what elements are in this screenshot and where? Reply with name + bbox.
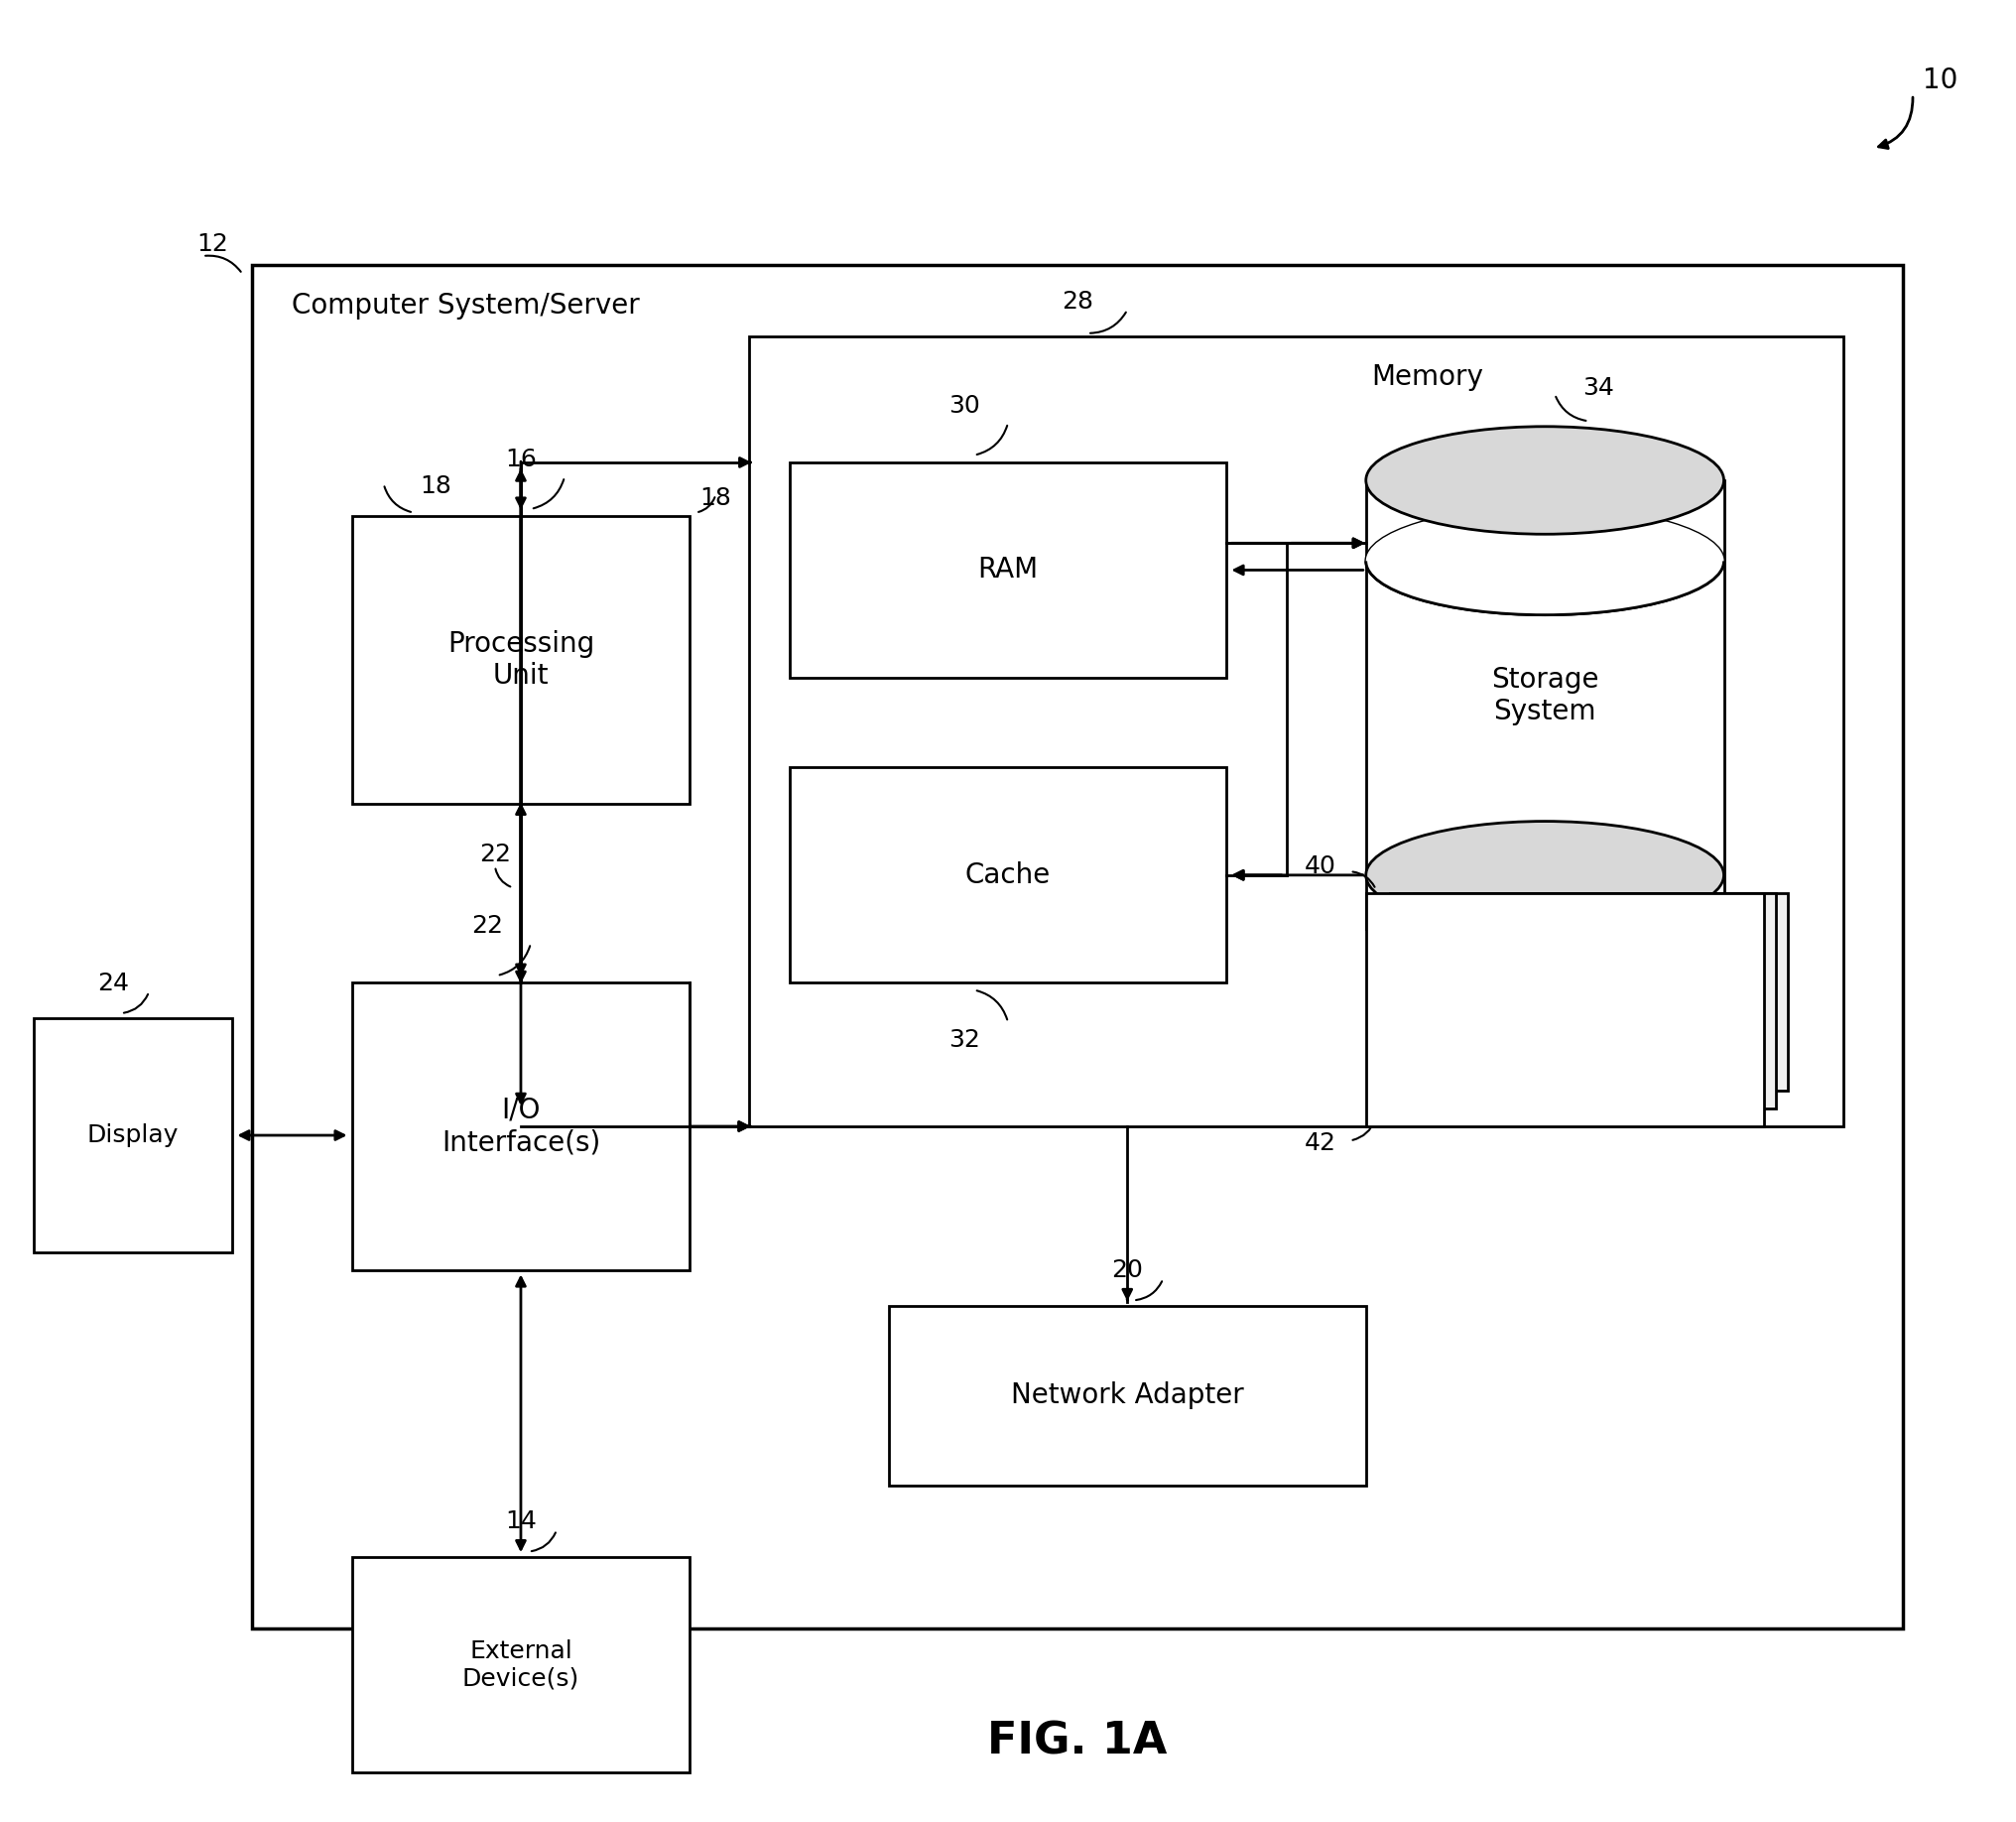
Text: 32: 32	[948, 1028, 980, 1051]
Text: 18: 18	[419, 474, 452, 497]
Bar	[889, 1306, 1367, 1485]
Text: 22: 22	[472, 915, 502, 938]
Ellipse shape	[1367, 507, 1724, 614]
Text: Cache: Cache	[966, 862, 1050, 889]
Text: RAM: RAM	[978, 556, 1038, 583]
Bar	[750, 337, 1843, 1126]
Text: 42: 42	[1304, 1131, 1337, 1155]
Text: 22: 22	[480, 842, 510, 865]
Text: 14: 14	[506, 1510, 536, 1534]
Text: Display: Display	[87, 1124, 179, 1148]
Ellipse shape	[1367, 822, 1724, 929]
Ellipse shape	[1367, 507, 1724, 614]
Text: Network Adapter: Network Adapter	[1010, 1381, 1244, 1410]
Text: 30: 30	[948, 394, 980, 417]
Text: External
Device(s): External Device(s)	[462, 1640, 579, 1691]
Bar	[790, 463, 1226, 678]
Text: 12: 12	[198, 231, 228, 257]
Text: 20: 20	[1111, 1259, 1143, 1283]
Bar	[353, 1558, 689, 1773]
Bar	[1413, 893, 1788, 1090]
Bar	[1389, 893, 1776, 1108]
Text: 28: 28	[1062, 290, 1093, 313]
Bar	[353, 516, 689, 804]
Text: 16: 16	[506, 448, 536, 472]
Bar	[1367, 893, 1764, 1126]
Bar	[1367, 481, 1724, 929]
Text: Computer System/Server: Computer System/Server	[292, 292, 641, 319]
Ellipse shape	[1367, 426, 1724, 534]
Bar	[252, 264, 1903, 1629]
Text: Storage
System: Storage System	[1492, 665, 1599, 725]
Text: 40: 40	[1304, 855, 1337, 878]
Bar	[790, 767, 1226, 982]
Text: 10: 10	[1923, 67, 1958, 95]
Text: FIG. 1A: FIG. 1A	[988, 1720, 1167, 1764]
Text: 24: 24	[97, 971, 129, 995]
Bar	[353, 982, 689, 1270]
Text: Memory: Memory	[1371, 364, 1484, 392]
Text: I/O
Interface(s): I/O Interface(s)	[442, 1097, 601, 1157]
Text: Processing
Unit: Processing Unit	[448, 630, 595, 691]
Text: 18: 18	[700, 486, 732, 510]
Text: 34: 34	[1583, 375, 1615, 399]
Bar	[34, 1018, 232, 1252]
